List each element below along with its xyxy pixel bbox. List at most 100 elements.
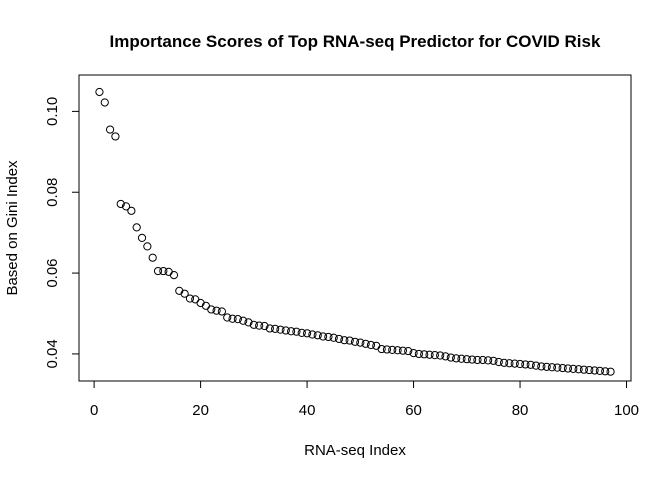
data-point: [116, 199, 125, 209]
x-tick-label: 40: [299, 402, 316, 419]
data-point: [393, 346, 402, 355]
data-point: [388, 345, 397, 354]
data-point: [228, 314, 237, 323]
data-point: [441, 352, 450, 361]
data-point: [425, 350, 434, 359]
data-point: [452, 354, 461, 363]
data-point: [223, 313, 232, 322]
data-point: [148, 253, 157, 262]
data-point: [547, 363, 557, 372]
data-point: [382, 345, 392, 354]
y-axis-label: Based on Gini Index: [4, 160, 21, 296]
x-tick-label: 20: [192, 402, 209, 419]
data-point: [414, 349, 423, 359]
data-point: [265, 324, 274, 333]
data-point: [292, 327, 301, 336]
data-point: [377, 344, 386, 354]
data-point: [345, 336, 354, 345]
data-point: [185, 294, 195, 303]
data-point: [494, 357, 503, 367]
y-tick-label: 0.04: [44, 339, 61, 368]
data-point: [590, 366, 599, 375]
data-point: [350, 337, 360, 346]
data-point: [105, 125, 115, 134]
data-point: [478, 355, 487, 365]
data-point: [606, 367, 615, 376]
data-point: [505, 359, 514, 368]
data-point: [132, 223, 141, 232]
data-point: [159, 266, 168, 276]
data-point: [430, 351, 439, 360]
data-point: [127, 206, 136, 215]
data-point: [153, 266, 163, 276]
data-point: [462, 355, 471, 364]
data-point: [271, 324, 280, 333]
y-axis: 0.04 0.06 0.08 0.10: [44, 97, 80, 369]
data-point: [398, 346, 408, 355]
data-point: [542, 362, 551, 371]
y-tick-label: 0.06: [44, 258, 61, 287]
data-point: [499, 358, 509, 367]
data-point: [553, 363, 562, 372]
data-point: [249, 320, 258, 329]
data-point: [404, 346, 413, 356]
data-point: [484, 356, 493, 365]
data-point: [574, 365, 583, 374]
data-point: [111, 132, 120, 141]
data-point: [212, 306, 221, 315]
data-point: [318, 332, 328, 341]
data-point: [260, 321, 269, 331]
data-point: [297, 328, 306, 337]
data-point: [558, 363, 567, 373]
data-point: [276, 325, 285, 334]
data-point: [329, 333, 338, 342]
x-tick-label: 60: [405, 402, 422, 419]
data-point: [510, 359, 519, 368]
data-point: [361, 339, 370, 348]
y-tick-label: 0.10: [44, 97, 61, 126]
data-point: [595, 366, 605, 375]
x-tick-label: 0: [90, 402, 98, 419]
chart-title: Importance Scores of Top RNA-seq Predict…: [110, 32, 601, 51]
data-point: [526, 360, 535, 369]
data-point: [436, 351, 445, 360]
data-point: [191, 295, 200, 304]
data-point: [207, 305, 216, 314]
data-point: [324, 332, 333, 342]
plot-frame: [78, 74, 632, 382]
data-point: [457, 354, 466, 363]
data-point: [255, 321, 264, 330]
x-axis: 0 20 40 60 80 100: [90, 380, 639, 419]
data-point: [340, 336, 349, 345]
data-point: [121, 202, 131, 211]
data-point: [356, 338, 365, 347]
data-point: [585, 365, 594, 375]
x-tick-label: 100: [614, 402, 639, 419]
data-point: [239, 316, 248, 325]
data-point: [313, 331, 322, 340]
data-point: [521, 360, 530, 369]
data-point: [569, 364, 578, 373]
data-point: [409, 349, 418, 358]
x-axis-label: RNA-seq Index: [304, 442, 406, 459]
data-point: [537, 362, 546, 371]
data-point: [244, 318, 253, 327]
data-point: [302, 329, 312, 338]
data-point: [372, 341, 381, 350]
data-point: [366, 340, 376, 350]
data-point: [579, 365, 589, 374]
data-point: [334, 334, 344, 344]
data-point: [473, 355, 482, 365]
data-point: [446, 353, 455, 362]
data-point: [100, 98, 109, 107]
data-point: [143, 242, 152, 251]
data-point: [515, 359, 525, 369]
data-point: [180, 289, 189, 298]
data-point: [137, 233, 147, 243]
data-points: [95, 87, 615, 376]
data-point: [531, 361, 541, 370]
data-point: [420, 350, 429, 359]
y-tick-label: 0.08: [44, 178, 61, 207]
data-point: [468, 355, 477, 364]
